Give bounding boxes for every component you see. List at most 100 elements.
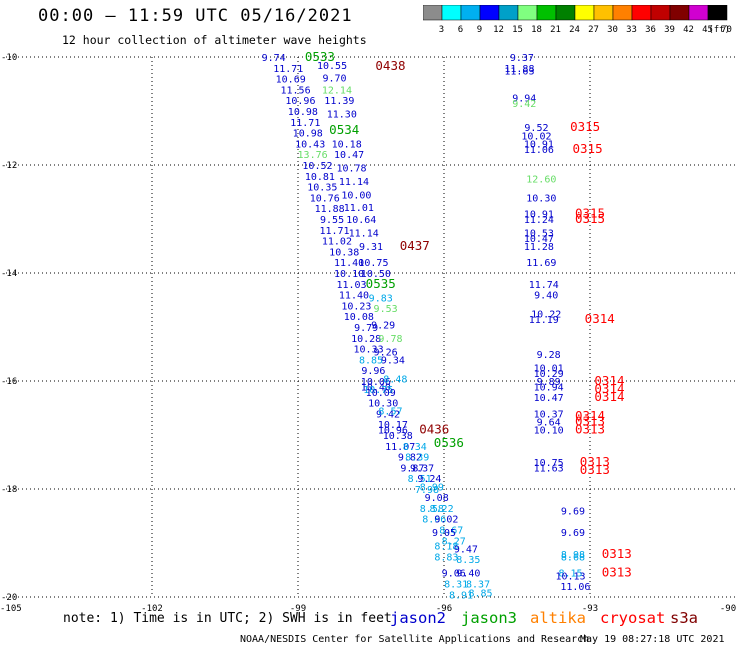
wave-height-label: 11.14: [339, 177, 369, 188]
wave-height-label: 9.47: [454, 544, 478, 555]
y-tick-label: -14: [1, 269, 17, 279]
wave-height-label: 10.08: [344, 312, 374, 323]
wave-height-label: 11.71: [319, 226, 349, 237]
wave-height-label: 8.58: [420, 504, 444, 515]
wave-height-label: 10.47: [334, 150, 364, 161]
wave-height-label: 9.37: [510, 53, 534, 64]
chart-subtitle: 12 hour collection of altimeter wave hei…: [62, 33, 367, 47]
pass-time-label: 0534: [329, 122, 359, 137]
generation-timestamp: May 19 08:27:18 UTC 2021: [580, 634, 725, 645]
wave-height-label: 10.22: [531, 310, 561, 321]
pass-time-label: 0313: [580, 462, 610, 477]
wave-height-label: 9.89: [537, 377, 561, 388]
wave-height-label: 8.27: [442, 536, 466, 547]
wave-height-label: 13.76: [298, 150, 328, 161]
pass-time-label: 0438: [375, 58, 405, 73]
wave-height-label: 9.79: [354, 323, 378, 334]
wave-height-label: 10.13: [555, 571, 585, 582]
x-tick-label: -105: [0, 604, 22, 614]
wave-height-label: 11.30: [327, 110, 357, 121]
wave-height-label: 11.63: [504, 67, 534, 78]
color-scale-tick: 33: [626, 25, 637, 35]
wave-height-label: 11.06: [560, 582, 590, 593]
wave-height-label: 9.05: [432, 528, 456, 539]
wave-height-label: 11.69: [526, 258, 556, 269]
pass-time-label: 0314: [594, 381, 624, 396]
footer-note: note: 1) Time is in UTC; 2) SWH is in fe…: [63, 611, 392, 626]
wave-height-label: 10.10: [334, 269, 364, 280]
wave-height-label: 11.02: [322, 237, 352, 248]
wave-height-label: 8.67: [439, 526, 463, 537]
wave-height-label: 8.68: [561, 553, 585, 564]
wave-height-label: 11.14: [349, 229, 379, 240]
legend-jason2: jason2: [390, 609, 446, 627]
wave-height-label: 10.01: [534, 364, 564, 375]
color-scale-tick: 6: [458, 25, 463, 35]
wave-height-label: 8.39: [405, 453, 429, 464]
wave-height-label: 9.24: [417, 474, 441, 485]
color-scale-tick: 27: [588, 25, 599, 35]
pass-time-label: 0535: [366, 276, 396, 291]
wave-height-label: 8.99: [420, 482, 444, 493]
color-scale-legend: 3 6 9 12 15 18 21 24 27 30 33 36 39 42 45 70(ft): [423, 5, 732, 35]
wave-height-label: 10.18: [332, 139, 362, 150]
pass-time-label: 0436: [419, 422, 449, 437]
wave-height-label: 11.03: [336, 280, 366, 291]
wave-height-label: 9.29: [371, 320, 395, 331]
pass-time-label: 0533: [305, 49, 335, 64]
x-tick-label: -90: [720, 604, 736, 614]
wave-height-label: 10.47: [524, 234, 554, 245]
legend-cryosat: cryosat: [600, 609, 666, 627]
wave-height-label: 10.00: [341, 191, 371, 202]
wave-height-label: 8.37: [466, 580, 490, 591]
wave-height-label: 11.74: [529, 280, 559, 291]
wave-height-label: 10.52: [302, 161, 332, 172]
wave-height-label: 9.74: [262, 53, 286, 64]
x-tick-label: -99: [290, 604, 306, 614]
wave-height-label: 9.06: [442, 569, 466, 580]
wave-height-label: 8.91: [449, 590, 473, 601]
wave-height-label: 9.26: [374, 347, 398, 358]
wave-height-label: 8.18: [434, 542, 458, 553]
wave-height-label: 10.06: [361, 377, 391, 388]
color-scale-tick: 36: [645, 25, 656, 35]
wave-height-label: 11.40: [339, 291, 369, 302]
pass-time-label: 0314: [585, 311, 615, 326]
wave-height-label: 10.76: [310, 193, 340, 204]
wave-height-label: 8.34: [403, 442, 427, 453]
wave-height-label: 8.85: [359, 355, 383, 366]
wave-height-label: 12.14: [322, 85, 352, 96]
wave-height-label: 11.19: [529, 315, 559, 326]
wave-height-label: 11.71: [290, 118, 320, 129]
y-tick-label: -16: [1, 377, 17, 387]
wave-height-label: 9.53: [374, 304, 398, 315]
wave-height-label: 10.30: [526, 193, 556, 204]
wave-height-label: 8.31: [444, 580, 468, 591]
wave-height-label: 8.66: [422, 515, 446, 526]
wave-height-label: 10.02: [521, 131, 551, 142]
wave-height-label: 10.33: [354, 345, 384, 356]
color-scale-tick: 70: [721, 25, 732, 35]
wave-height-label: 10.75: [363, 385, 393, 396]
pass-time-label: 0536: [434, 435, 464, 450]
wave-height-label: 9.37: [410, 463, 434, 474]
wave-height-label: 9.42: [512, 99, 536, 110]
legend-s3a: s3a: [670, 609, 698, 627]
wave-height-label: 9.40: [534, 291, 558, 302]
wave-height-label: 10.96: [285, 96, 315, 107]
wave-height-label: 11.63: [534, 463, 564, 474]
color-scale-tick: 15: [512, 25, 523, 35]
wave-height-label: 9.69: [561, 528, 585, 539]
wave-height-label: 10.35: [307, 183, 337, 194]
wave-height-label: 9.87: [400, 463, 424, 474]
wave-height-label: 10.91: [524, 210, 554, 221]
pass-time-label: 0313: [602, 565, 632, 580]
wave-height-label: 9.82: [398, 453, 422, 464]
wave-height-label: 10.91: [524, 139, 554, 150]
wave-height-label: 8.22: [430, 504, 454, 515]
x-tick-label: -93: [582, 604, 598, 614]
pass-time-label: 0313: [602, 546, 632, 561]
wave-height-label: 10.40: [361, 382, 391, 393]
wave-height-label: 7.98: [415, 485, 439, 496]
color-scale-tick: 39: [664, 25, 675, 35]
